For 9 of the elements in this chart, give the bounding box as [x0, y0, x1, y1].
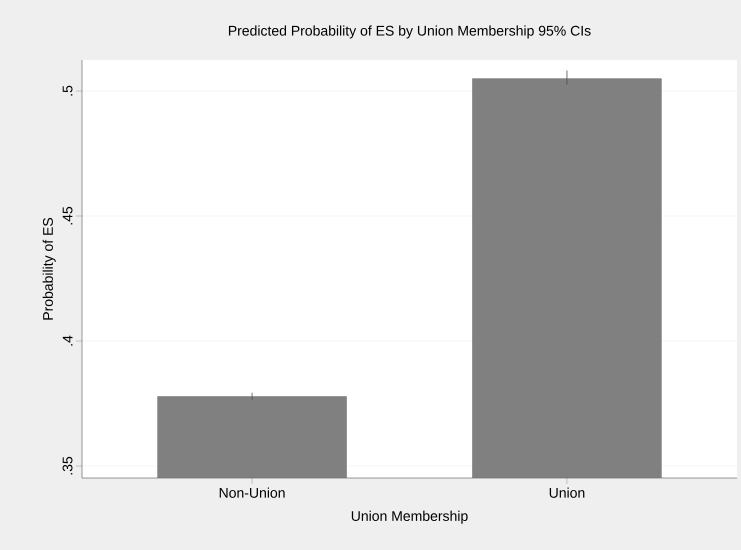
y-tick-label: .35 — [62, 456, 72, 474]
y-tick-label: .5 — [62, 86, 72, 96]
x-tick-label: Non-Union — [220, 488, 285, 498]
x-axis-title: Union Membership — [352, 510, 468, 524]
y-axis-title: Probability of ES — [42, 218, 56, 320]
y-tick-label: .4 — [62, 336, 72, 346]
y-tick-label: .45 — [62, 206, 72, 224]
chart-title: Predicted Probability of ES by Union Membership 95% CIs — [228, 25, 591, 38]
x-tick-label: Union — [550, 488, 584, 498]
